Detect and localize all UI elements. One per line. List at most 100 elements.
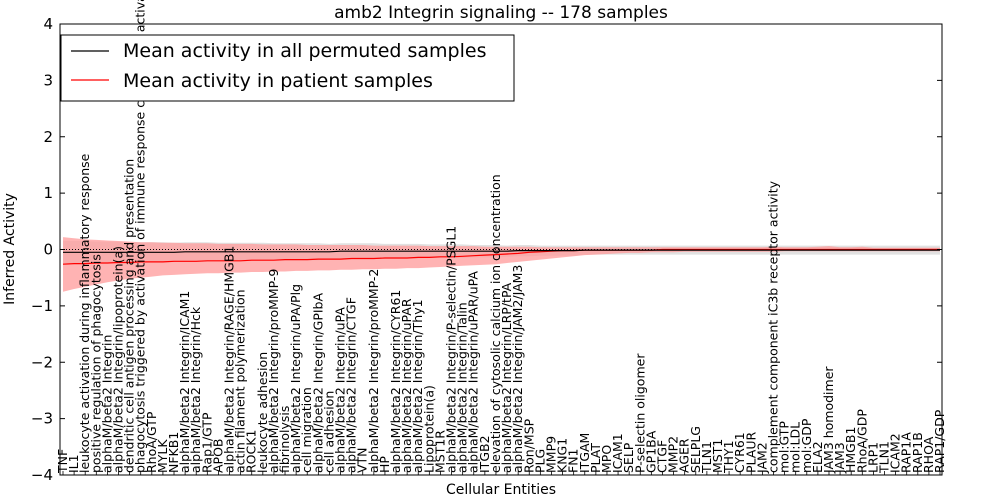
x-tick-label: cell adhesion [321, 391, 336, 473]
x-tick-label: JAM3 homodimer [821, 366, 836, 474]
x-tick-label: MMP2 [666, 436, 681, 473]
x-tick-label: P-selectin oligomer [632, 353, 647, 473]
x-tick-label: TLN1 [699, 441, 714, 474]
x-tick-label: alphaM/beta2 Integrin/JAM2/JAM3 [510, 265, 525, 473]
y-tick-label: 0 [43, 241, 53, 259]
x-tick-label: SELP [621, 442, 636, 473]
x-tick-label: RAP1A [899, 432, 914, 473]
x-tick-label: alphaM/beta2 Integrin/RAGE/HMGB1 [222, 246, 237, 473]
x-tick-label: alphaM/beta2 Integrin/ICAM1 [177, 291, 192, 473]
x-tick-label: HMGB1 [843, 427, 858, 473]
legend-label-permuted: Mean activity in all permuted samples [123, 40, 486, 62]
y-tick-label: 2 [43, 128, 53, 146]
x-tick-label: alphaM/beta2 Integrin/CTGF [344, 297, 359, 473]
x-tick-label: alphaM/beta2 Integrin/Thy1 [410, 299, 425, 473]
x-tick-label: ICAM1 [610, 433, 625, 473]
x-tick-label: Rap1/GTP [199, 412, 214, 473]
y-tick-label: 1 [43, 184, 53, 202]
x-tick-label: dendritic cell antigen processing and pr… [122, 159, 137, 473]
y-tick-label: 3 [43, 71, 53, 89]
x-tick-label: PLAT [588, 443, 603, 473]
x-tick-label: RHOA [921, 436, 936, 473]
x-tick-label: JAM2 [754, 442, 769, 474]
x-tick-label: mol:LDL [788, 422, 803, 473]
y-tick-label: 4 [43, 15, 53, 33]
x-tick-label: alphaM/beta2 Integrin/proMMP-2 [366, 269, 381, 473]
x-tick-label: alphaM/beta2 Integrin [99, 335, 114, 473]
legend-label-patient: Mean activity in patient samples [123, 70, 433, 92]
series-lines [62, 248, 940, 265]
x-tick-label: ELA2 [810, 441, 825, 473]
x-tick-label: GP1BA [643, 430, 658, 473]
x-tick-label: PLG [532, 449, 547, 473]
x-tick-label: THY1 [721, 440, 736, 474]
x-tick-label: AGER [677, 438, 692, 473]
x-tick-label: VTN [355, 447, 370, 473]
x-tick-label: ICAM2 [888, 433, 903, 473]
x-tick-label: mol:GTP [777, 421, 792, 473]
y-tick-label: −2 [31, 353, 53, 371]
x-tick-label: MST1 [710, 439, 725, 473]
x-tick-label: IL1 [66, 454, 81, 473]
x-tick-label: alphaM/beta2 Integrin/CYR61 [388, 290, 403, 473]
y-tick-label: −1 [31, 297, 53, 315]
x-tick-label: CYR61 [732, 432, 747, 473]
x-tick-label: alphaM/beta2 Integrin/Talin [455, 302, 470, 473]
x-tick-label: alphaM/beta2 Integrin/Hck [188, 306, 203, 473]
x-tick-label: fibrinolysis [277, 406, 292, 473]
x-tick-label: RhoA/GTP [144, 411, 159, 473]
chart-title: amb2 Integrin signaling -- 178 samples [334, 3, 668, 23]
x-tick-label: MPO [599, 445, 614, 473]
x-tick-label: alphaM/beta2 Integrin/uPAR/uPA [466, 271, 481, 473]
x-tick-label: APOB [210, 438, 225, 473]
patient-band [63, 237, 940, 292]
x-tick-label: phagocytosis triggered by activation of … [133, 0, 148, 473]
legend: Mean activity in all permuted samples Me… [60, 34, 515, 102]
x-tick-label: alphaM/beta2 Integrin/LRP/tPA [499, 282, 514, 473]
x-tick-label: RAP1B [910, 432, 925, 473]
x-axis-label: Cellular Entities [446, 482, 556, 498]
plot-frame [59, 23, 943, 476]
x-tick-label: ITGAM [577, 433, 592, 473]
x-tick-label: PLAUR [743, 432, 758, 473]
y-tick-label: −3 [31, 410, 53, 428]
x-tick-label: positive regulation of phagocytosis [88, 254, 103, 473]
x-tick-label: RhoA/GDP [854, 409, 869, 473]
x-tick-label: alphaM/beta2 Integrin/P-selectin/PSGL1 [444, 226, 459, 473]
x-tick-label: Ron/MSP [521, 418, 536, 473]
x-tick-label: alphaM/beta2 Integrin/uPAR [399, 298, 414, 473]
x-tick-label: MST1R [432, 430, 447, 473]
x-tick-label: NFKB1 [166, 432, 181, 473]
x-tick-label: alphaM/beta2 Integrin/lipoprotein(a) [111, 246, 126, 473]
x-tick-label: SELPLG [688, 426, 703, 473]
x-tick-label: CTGF [655, 440, 670, 473]
x-tick-label: mol:GDP [799, 418, 814, 473]
x-tick-label: leukocyte activation during inflammatory… [77, 153, 92, 473]
x-tick-label: alphaM/beta2 Integrin/GPIbA [310, 293, 325, 473]
x-tick-label: KNG1 [555, 438, 570, 473]
x-tick-label: ROCK1 [244, 430, 259, 473]
x-tick-label: Lipoprotein(a) [421, 385, 436, 473]
x-tick-label: TNF [55, 449, 70, 474]
x-tick-label: RAP1/GDP [932, 409, 947, 473]
x-tick-label: alphaM/beta2 Integrin/uPA/Plg [288, 284, 303, 473]
x-tick-label: complement component iC3b receptor activ… [766, 180, 781, 473]
permuted-mean-line [63, 249, 940, 253]
x-tick-label: JAM3 [832, 442, 847, 474]
x-tick-label: LRP1 [865, 442, 880, 473]
x-tick-label: TLN1 [877, 441, 892, 474]
x-tick-label: ITGB2 [477, 435, 492, 473]
x-tick-label: HP [377, 456, 392, 473]
x-tick-label: leukocyte adhesion [255, 352, 270, 473]
x-tick-label: MMP9 [544, 436, 559, 473]
x-tick-label: actin filament polymerization [233, 289, 248, 473]
y-axis-label: Inferred Activity [2, 193, 18, 305]
x-tick-label: elevation of cytosolic calcium ion conce… [488, 174, 503, 473]
y-tick-label: −4 [31, 466, 53, 484]
x-tick-label: alphaM/beta2 Integrin/uPA [333, 307, 348, 473]
x-tick-label: alphaM/beta2 Integrin/proMMP-9 [266, 269, 281, 473]
legend-box [60, 34, 515, 102]
x-tick-label: MYLK [155, 439, 170, 473]
